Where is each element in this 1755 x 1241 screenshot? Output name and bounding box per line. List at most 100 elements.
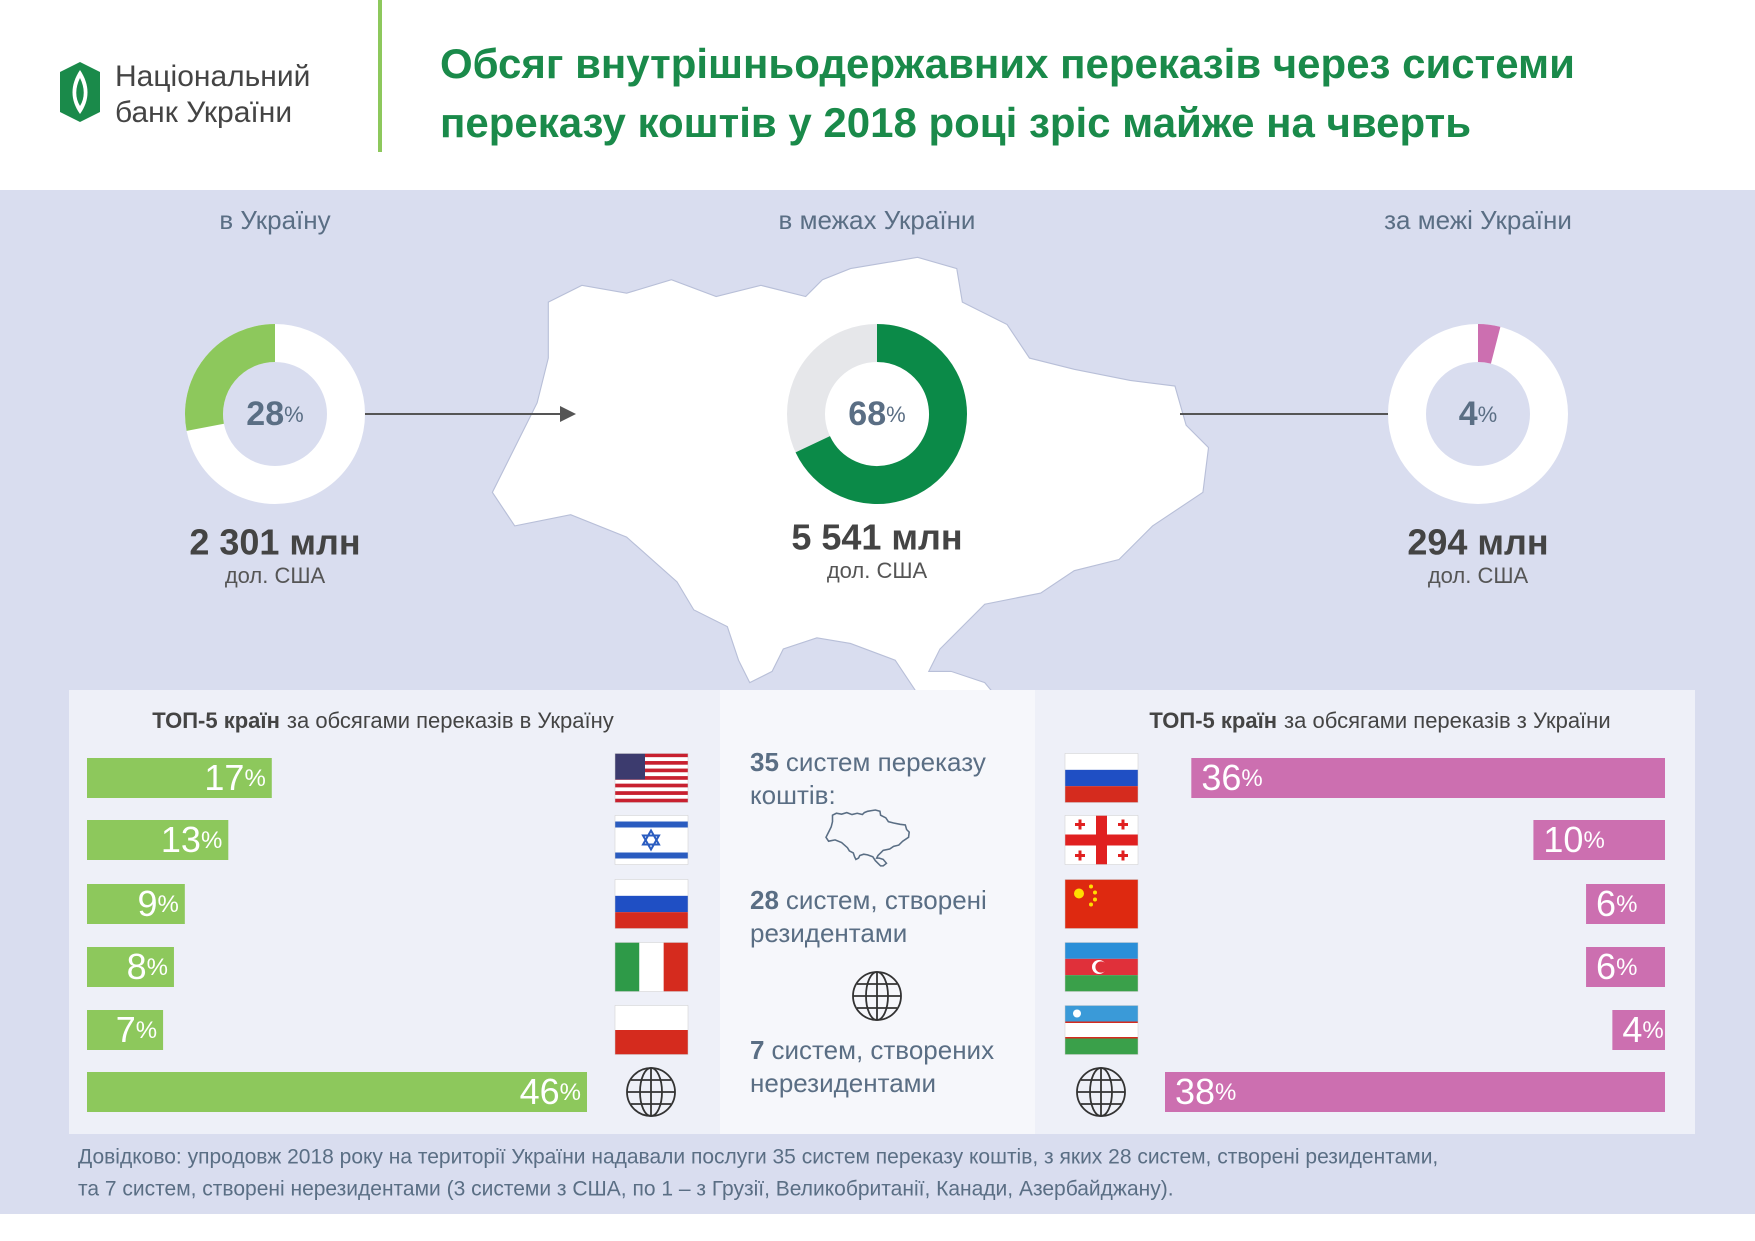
bar-label: 7% xyxy=(116,1009,157,1050)
flag-border xyxy=(614,942,689,992)
bar-label: 6% xyxy=(1596,883,1637,924)
system-text: систем, створені xyxy=(786,885,987,915)
logo-text: банк України xyxy=(115,96,292,129)
flag-part xyxy=(615,1005,688,1030)
currency: дол. США xyxy=(827,558,928,583)
flag-border xyxy=(1064,879,1139,929)
bar-unit: % xyxy=(147,954,168,981)
flag-part xyxy=(1065,975,1138,992)
bar-label: 10% xyxy=(1543,819,1604,860)
title-bold: ТОП-5 країн xyxy=(1149,708,1277,733)
flag-part xyxy=(1078,850,1082,861)
flag-part xyxy=(615,757,688,762)
donut-title: в межах України xyxy=(779,205,976,235)
bar-unit: % xyxy=(1215,1079,1236,1106)
flag-part xyxy=(615,787,688,792)
flag xyxy=(1064,879,1139,929)
flag-part xyxy=(1065,879,1138,929)
currency: дол. США xyxy=(1428,563,1529,588)
donut-label: 4% xyxy=(1459,395,1497,433)
flag-border xyxy=(1064,815,1139,865)
bar-value: 17 xyxy=(204,757,244,798)
title: переказу коштів у 2018 році зріс майже н… xyxy=(440,99,1471,146)
flag-part xyxy=(639,942,664,992)
bar xyxy=(87,884,185,924)
bar-label: 13% xyxy=(161,819,222,860)
flag-part xyxy=(615,942,640,992)
flag xyxy=(614,815,689,865)
donut-segment xyxy=(795,324,967,504)
bar-chart-title: ТОП-5 країн за обсягами переказів з Украї… xyxy=(1149,708,1610,733)
bar-unit: % xyxy=(1583,827,1604,854)
amount: 294 млн xyxy=(1407,522,1548,563)
flag-part xyxy=(615,776,688,780)
flag-part xyxy=(1065,1021,1138,1023)
flag-part xyxy=(1078,819,1082,830)
system-line: нерезидентами xyxy=(750,1068,936,1098)
bar xyxy=(87,1072,587,1112)
flag xyxy=(614,753,689,803)
bar-value: 10 xyxy=(1543,819,1583,860)
flag xyxy=(614,1005,689,1055)
flag-part xyxy=(615,879,688,896)
bar xyxy=(87,820,229,860)
logo xyxy=(60,62,100,122)
bar xyxy=(1165,1072,1665,1112)
system-text: систем переказу xyxy=(786,747,986,777)
title-rest: за обсягами переказів з України xyxy=(1284,708,1611,733)
flag-part xyxy=(615,753,688,758)
flag-part xyxy=(1074,888,1084,899)
globe-icon xyxy=(852,971,902,1021)
donut-label: 28% xyxy=(246,395,303,433)
bar-label: 9% xyxy=(137,883,178,924)
flag xyxy=(614,942,689,992)
bar-unit: % xyxy=(1616,891,1637,918)
flag-part xyxy=(615,852,688,859)
bar-value: 36 xyxy=(1201,757,1241,798)
flag xyxy=(1064,942,1139,992)
bar-unit: % xyxy=(157,891,178,918)
flag-part xyxy=(641,828,661,846)
flag-part xyxy=(1065,942,1138,959)
title-rest: за обсягами переказів в Україну xyxy=(287,708,614,733)
bar xyxy=(87,947,174,987)
system-count: 7 xyxy=(750,1035,764,1065)
bar-label: 36% xyxy=(1201,757,1262,798)
amount: 5 541 млн xyxy=(791,517,962,558)
donut-unit: % xyxy=(886,402,906,427)
flag-part xyxy=(615,895,688,913)
donut-title: за межі України xyxy=(1384,205,1572,235)
flag-part xyxy=(615,1030,688,1055)
divider xyxy=(378,0,382,152)
flag-part xyxy=(615,761,688,765)
flag-part xyxy=(615,783,688,788)
bar-label: 4% xyxy=(1622,1009,1663,1050)
flag-part xyxy=(1065,834,1138,846)
bar-value: 7 xyxy=(116,1009,136,1050)
bar-value: 4 xyxy=(1622,1009,1642,1050)
system-text: систем, створених xyxy=(771,1035,994,1065)
bar-value: 6 xyxy=(1596,883,1616,924)
donut-unit: % xyxy=(284,402,304,427)
flag-part xyxy=(1095,961,1107,973)
flag-part xyxy=(1065,1021,1138,1039)
flag-part xyxy=(1065,1038,1138,1055)
middle-panel xyxy=(720,690,1035,1134)
bar xyxy=(1533,820,1665,860)
flag-part xyxy=(1121,850,1125,861)
system-count: 35 xyxy=(750,747,779,777)
flag-part xyxy=(1089,884,1093,889)
flag-border xyxy=(614,815,689,865)
flag-part xyxy=(1093,897,1097,902)
flag-part xyxy=(1065,1005,1138,1022)
bar xyxy=(1191,758,1665,798)
flag-part xyxy=(1065,769,1138,787)
flag xyxy=(614,879,689,929)
bar xyxy=(1612,1010,1665,1050)
system-count: 28 xyxy=(750,885,779,915)
flag-border xyxy=(614,753,689,803)
flag-part xyxy=(641,834,661,852)
bar-label: 6% xyxy=(1596,946,1637,987)
donut-title: в Україну xyxy=(219,205,330,235)
